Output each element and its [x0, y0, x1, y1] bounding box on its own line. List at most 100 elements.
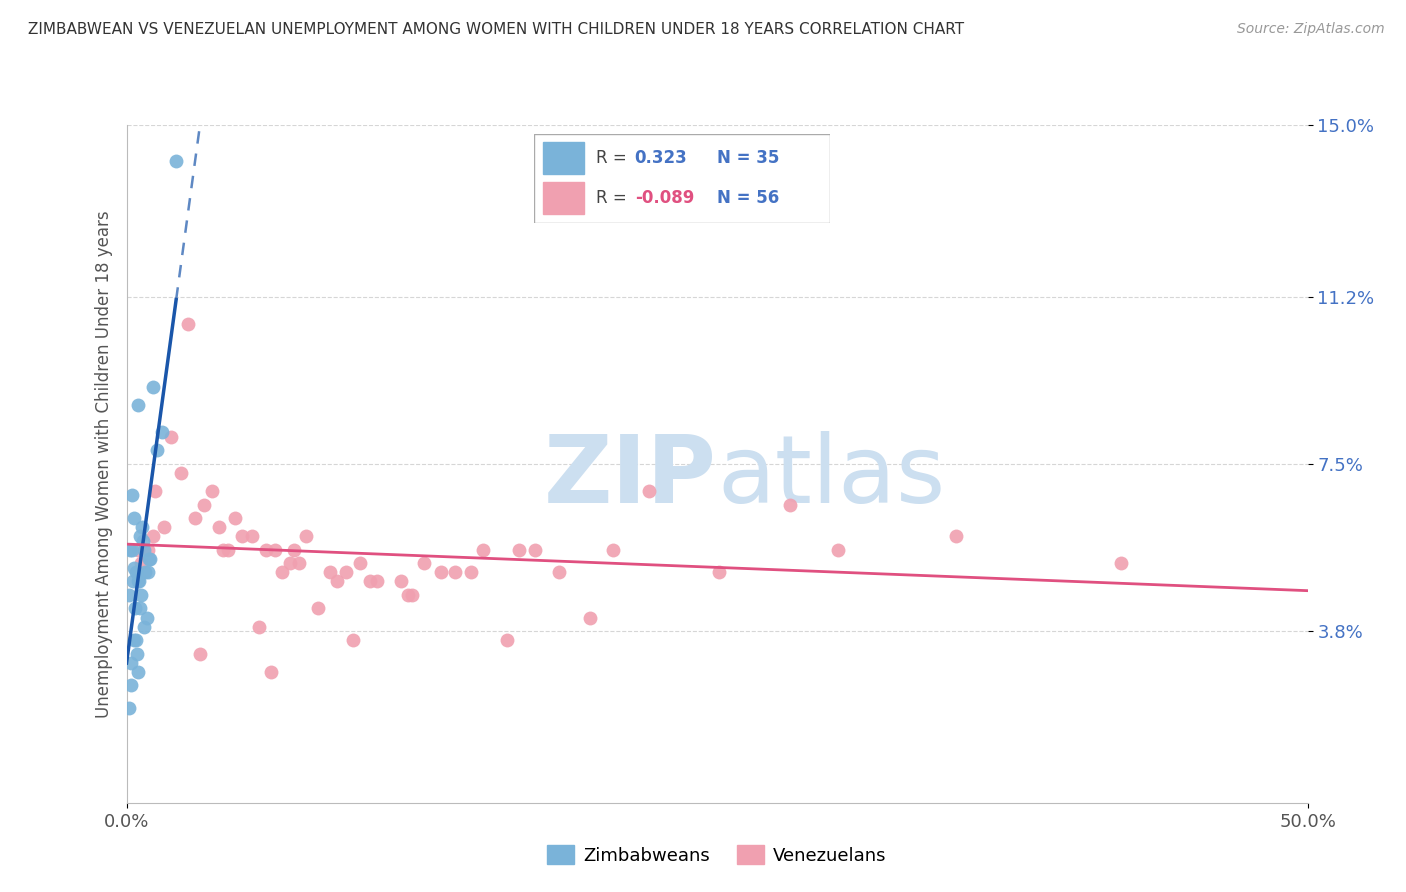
- Point: [295, 529, 318, 543]
- Point: [259, 665, 281, 679]
- Point: [120, 678, 142, 692]
- Point: [128, 529, 150, 543]
- Point: [208, 520, 231, 534]
- Point: [141, 529, 163, 543]
- Point: [188, 647, 211, 661]
- Point: [396, 588, 419, 602]
- Point: [127, 574, 149, 589]
- Point: [578, 610, 600, 624]
- Text: Source: ZipAtlas.com: Source: ZipAtlas.com: [1237, 22, 1385, 37]
- Point: [335, 566, 357, 580]
- Point: [150, 425, 173, 440]
- Point: [122, 574, 145, 589]
- Point: [602, 542, 624, 557]
- Point: [122, 561, 145, 575]
- Text: N = 35: N = 35: [717, 149, 780, 167]
- Y-axis label: Unemployment Among Women with Children Under 18 years: Unemployment Among Women with Children U…: [94, 210, 112, 718]
- Point: [135, 610, 157, 624]
- Point: [129, 588, 152, 602]
- Point: [254, 542, 277, 557]
- Point: [177, 317, 200, 331]
- Point: [129, 601, 152, 615]
- Point: [122, 633, 145, 648]
- Point: [153, 520, 176, 534]
- Point: [231, 529, 253, 543]
- Point: [141, 380, 163, 394]
- Point: [127, 398, 149, 412]
- Text: R =: R =: [596, 149, 633, 167]
- Point: [326, 574, 349, 589]
- Point: [472, 542, 495, 557]
- Point: [444, 566, 467, 580]
- Legend: Zimbabweans, Venezuelans: Zimbabweans, Venezuelans: [540, 838, 894, 871]
- Text: 0.323: 0.323: [634, 149, 688, 167]
- Point: [366, 574, 388, 589]
- Point: [827, 542, 849, 557]
- Point: [495, 633, 517, 648]
- Point: [160, 430, 183, 444]
- Point: [136, 566, 159, 580]
- Point: [240, 529, 263, 543]
- Point: [139, 551, 162, 566]
- Text: R =: R =: [596, 189, 633, 207]
- Point: [121, 488, 143, 502]
- Point: [127, 542, 149, 557]
- Point: [125, 566, 148, 580]
- Point: [217, 542, 239, 557]
- Point: [271, 566, 294, 580]
- Point: [278, 556, 301, 570]
- Point: [138, 551, 160, 566]
- Text: ZIMBABWEAN VS VENEZUELAN UNEMPLOYMENT AMONG WOMEN WITH CHILDREN UNDER 18 YEARS C: ZIMBABWEAN VS VENEZUELAN UNEMPLOYMENT AM…: [28, 22, 965, 37]
- Point: [184, 511, 207, 525]
- Point: [200, 483, 222, 498]
- Text: atlas: atlas: [717, 432, 945, 524]
- Point: [165, 154, 187, 169]
- Point: [124, 601, 146, 615]
- Point: [318, 566, 340, 580]
- FancyBboxPatch shape: [534, 134, 830, 223]
- Point: [122, 511, 145, 525]
- Point: [945, 529, 967, 543]
- Point: [124, 633, 146, 648]
- Point: [429, 566, 451, 580]
- Bar: [543, 182, 585, 214]
- Point: [120, 542, 142, 557]
- Point: [193, 498, 215, 512]
- Text: ZIP: ZIP: [544, 432, 717, 524]
- Point: [307, 601, 329, 615]
- Point: [212, 542, 235, 557]
- Point: [524, 542, 547, 557]
- Point: [132, 542, 155, 557]
- Point: [401, 588, 423, 602]
- Point: [121, 542, 143, 557]
- Text: -0.089: -0.089: [634, 189, 695, 207]
- Point: [1109, 556, 1132, 570]
- Point: [129, 556, 152, 570]
- Point: [131, 520, 153, 534]
- Point: [128, 574, 150, 589]
- Point: [779, 498, 801, 512]
- Point: [283, 542, 305, 557]
- Point: [127, 647, 149, 661]
- Point: [508, 542, 530, 557]
- Point: [637, 483, 659, 498]
- Point: [134, 619, 156, 633]
- Point: [349, 556, 371, 570]
- Point: [247, 619, 270, 633]
- Text: N = 56: N = 56: [717, 189, 779, 207]
- Point: [342, 633, 364, 648]
- Point: [118, 701, 141, 715]
- Point: [709, 566, 731, 580]
- Point: [170, 466, 193, 480]
- Point: [359, 574, 381, 589]
- Point: [143, 483, 166, 498]
- Point: [127, 665, 149, 679]
- Point: [547, 566, 569, 580]
- Point: [224, 511, 246, 525]
- Point: [136, 542, 159, 557]
- Point: [389, 574, 412, 589]
- Point: [264, 542, 287, 557]
- Point: [413, 556, 436, 570]
- Point: [288, 556, 311, 570]
- Point: [460, 566, 482, 580]
